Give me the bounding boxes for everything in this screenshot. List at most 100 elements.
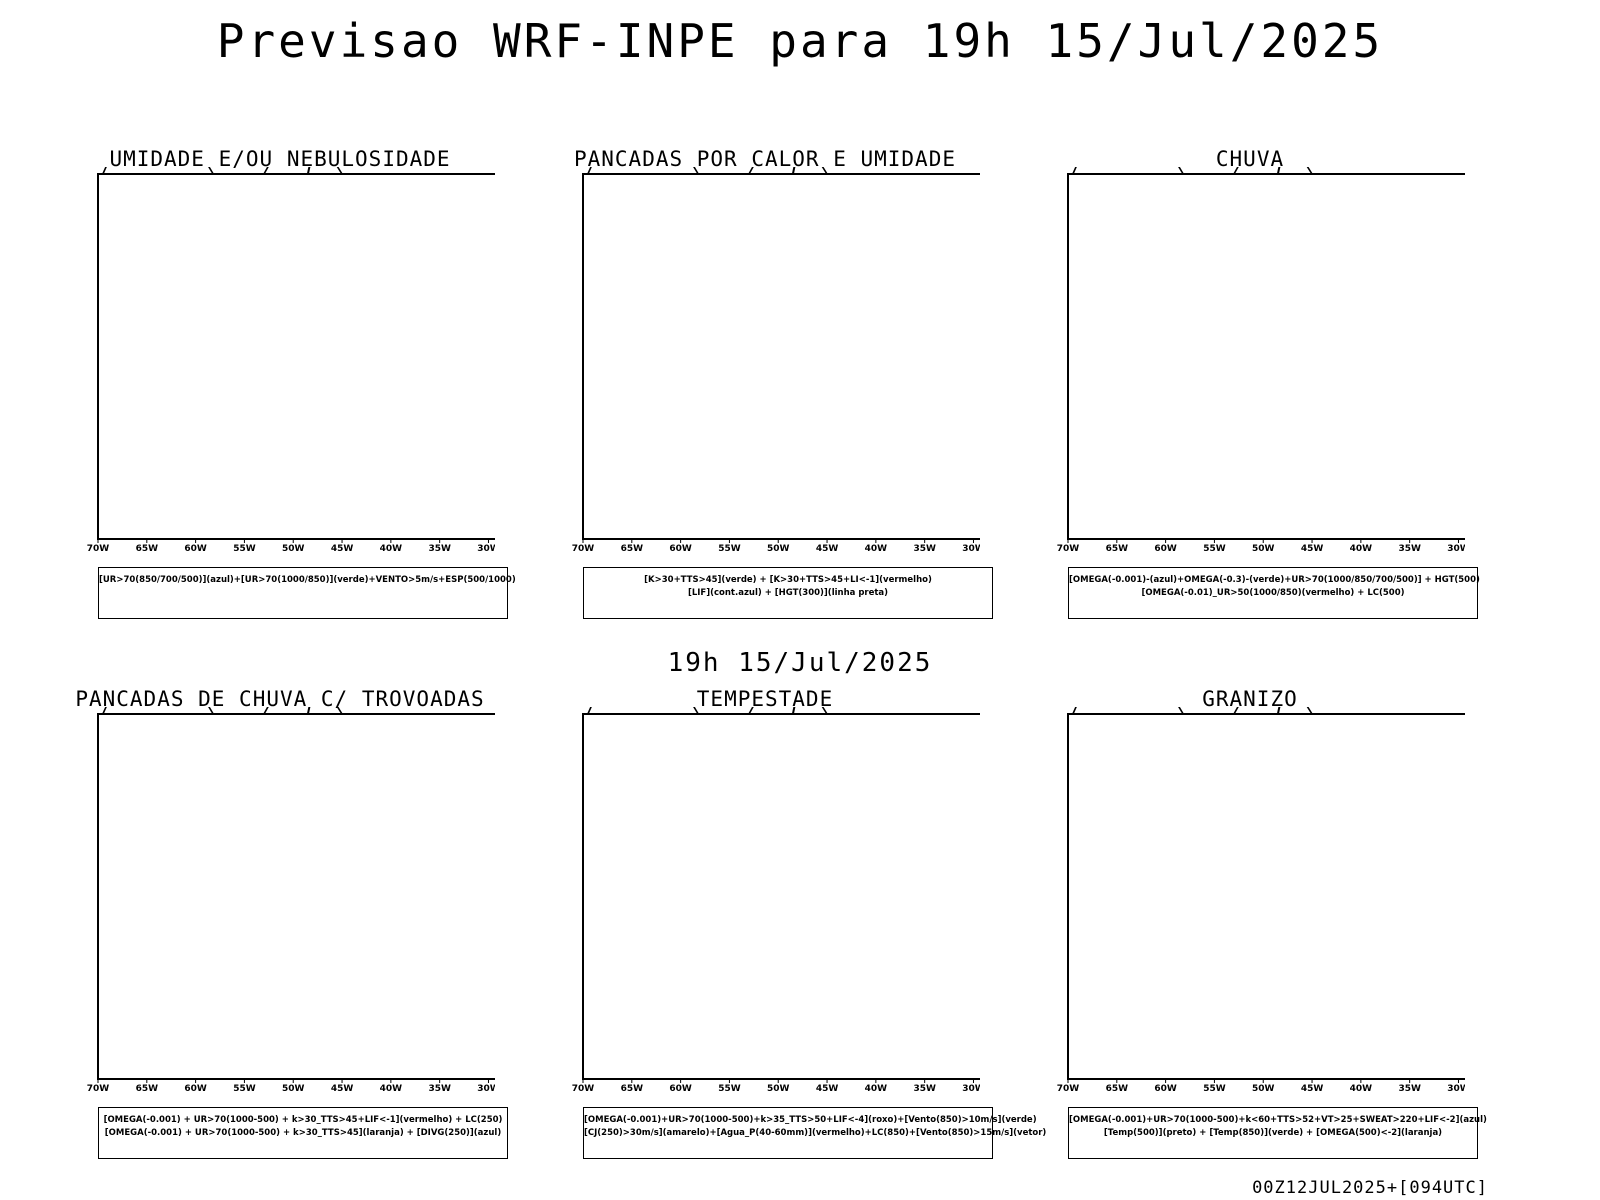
lon-tick-label: 50W xyxy=(282,544,305,554)
main-title: Previsao WRF-INPE para 19h 15/Jul/2025 xyxy=(216,14,1384,68)
state-border xyxy=(1233,167,1313,175)
legend-tempestade: [OMEGA(-0.001)+UR>70(1000-500)+k>35_TTS>… xyxy=(583,1107,1047,1159)
map-umidade: 1016101210161020101610081020102410241028… xyxy=(74,167,495,554)
lon-tick-label: 30W xyxy=(962,544,980,554)
map-base xyxy=(98,167,495,539)
map-base xyxy=(583,707,980,1079)
coastline xyxy=(306,167,311,175)
footer-run-info: 00Z12JUL2025+[094UTC] xyxy=(1252,1178,1488,1198)
state-border xyxy=(587,167,592,175)
legend-line: [OMEGA(-0.001)+UR>70(1000-500)+k>35_TTS>… xyxy=(584,1115,1037,1125)
pressure-isobar xyxy=(254,174,255,175)
lat-tick-label: 12S xyxy=(559,167,578,168)
lat-tick-label: 12S xyxy=(1044,167,1063,168)
legend-line: [UR>70(850/700/500)](azul)+[UR>70(1000/8… xyxy=(99,575,516,585)
map-pancadas-calor: 9600960096009520952094409440936093609280… xyxy=(559,167,980,554)
lon-tick-label: 55W xyxy=(718,544,741,554)
state-border xyxy=(587,707,592,715)
map-background xyxy=(1068,174,1465,539)
lat-tick-label: 12S xyxy=(74,167,93,168)
lon-tick-label: 30W xyxy=(1447,1084,1465,1094)
lon-tick-label: 55W xyxy=(233,544,256,554)
state-border xyxy=(102,707,107,715)
map-background xyxy=(583,174,980,539)
lon-tick-label: 35W xyxy=(913,1084,936,1094)
lon-tick-label: 45W xyxy=(331,544,354,554)
lon-tick-label: 55W xyxy=(718,1084,741,1094)
lon-tick-label: 55W xyxy=(1203,544,1226,554)
state-border xyxy=(1233,707,1313,715)
lat-tick-label: 12S xyxy=(559,707,578,708)
state-border xyxy=(1072,707,1077,715)
pressure-isobar xyxy=(176,174,177,175)
panel-pancadas-calor: PANCADAS POR CALOR E UMIDADE 96009600960… xyxy=(550,147,993,637)
coastline xyxy=(1276,707,1281,715)
lon-tick-label: 65W xyxy=(1106,1084,1129,1094)
lon-tick-label: 35W xyxy=(428,1084,451,1094)
lon-tick-label: 40W xyxy=(1350,1084,1373,1094)
lon-tick-label: 45W xyxy=(331,1084,354,1094)
lon-tick-label: 70W xyxy=(87,544,110,554)
map-frame xyxy=(1067,713,1465,1080)
lon-tick-label: 30W xyxy=(477,544,495,554)
lon-tick-label: 45W xyxy=(1301,1084,1324,1094)
lon-tick-label: 50W xyxy=(767,544,790,554)
panel-title: TEMPESTADE xyxy=(696,687,834,711)
legend-line: [OMEGA(-0.001)-(azul)+OMEGA(-0.3)-(verde… xyxy=(1069,575,1480,585)
state-border xyxy=(693,167,699,175)
state-border xyxy=(102,167,107,175)
panel-granizo: GRANIZO -12-12-15-15-18-18-15-1212S15S18… xyxy=(1035,687,1487,1177)
lon-tick-label: 65W xyxy=(136,1084,159,1094)
panel-title: PANCADAS POR CALOR E UMIDADE xyxy=(573,147,956,171)
legend-line: [OMEGA(-0.01)_UR>50(1000/850)(vermelho) … xyxy=(1141,588,1405,598)
lat-tick-label: 12S xyxy=(1044,707,1063,708)
lon-tick-label: 50W xyxy=(1252,1084,1275,1094)
lon-tick-label: 65W xyxy=(621,544,644,554)
legend-line: [OMEGA(-0.001) + UR>70(1000-500) + k>30_… xyxy=(104,1128,502,1138)
legend-line: [CJ(250)>30m/s](amarelo)+[Agua_P(40-60mm… xyxy=(584,1128,1047,1138)
map-chuva: 5855885825795765735705675645615585765735… xyxy=(1044,167,1465,554)
map-background xyxy=(583,714,980,1079)
coastline xyxy=(791,167,796,175)
state-border xyxy=(263,707,343,715)
state-border xyxy=(693,707,699,715)
legend-pancadas-calor: [K>30+TTS>45](verde) + [K>30+TTS>45+LI<-… xyxy=(583,567,993,619)
state-border xyxy=(208,707,214,715)
panel-tempestade: TEMPESTADE 12S15S18S21S24S27S30S33S36S39… xyxy=(550,687,1046,1177)
streamline xyxy=(98,707,495,709)
state-border xyxy=(1178,707,1184,715)
map-background xyxy=(98,174,495,539)
legend-chuva: [OMEGA(-0.001)-(azul)+OMEGA(-0.3)-(verde… xyxy=(1068,567,1480,619)
map-background xyxy=(98,714,495,1079)
map-background xyxy=(1068,714,1465,1079)
state-border xyxy=(1072,167,1077,175)
lon-tick-label: 65W xyxy=(621,1084,644,1094)
panel-title: UMIDADE E/OU NEBULOSIDADE xyxy=(109,147,451,171)
legend-trovoadas: [OMEGA(-0.001) + UR>70(1000-500) + k>30_… xyxy=(98,1107,508,1159)
map-base xyxy=(583,167,980,539)
legend-line: [OMEGA(-0.001) + UR>70(1000-500) + k>30_… xyxy=(103,1115,503,1125)
map-base xyxy=(1068,707,1465,1079)
lon-tick-label: 35W xyxy=(428,544,451,554)
map-frame xyxy=(582,173,980,540)
state-border xyxy=(748,167,828,175)
panel-title: CHUVA xyxy=(1215,147,1285,171)
lon-tick-label: 30W xyxy=(1447,544,1465,554)
pressure-isobar xyxy=(137,174,138,175)
lon-tick-label: 55W xyxy=(1203,1084,1226,1094)
lon-tick-label: 50W xyxy=(282,1084,305,1094)
map-frame xyxy=(97,713,495,1080)
lon-tick-label: 60W xyxy=(184,544,207,554)
lon-tick-label: 40W xyxy=(1350,544,1373,554)
legend-line: [K>30+TTS>45](verde) + [K>30+TTS>45+LI<-… xyxy=(644,575,932,585)
lon-tick-label: 70W xyxy=(87,1084,110,1094)
lon-tick-label: 30W xyxy=(477,1084,495,1094)
state-border xyxy=(1178,167,1184,175)
lon-tick-label: 45W xyxy=(1301,544,1324,554)
coastline xyxy=(306,707,311,715)
legend-line: [Temp(500)](preto) + [Temp(850)](verde) … xyxy=(1103,1128,1443,1138)
lon-tick-label: 35W xyxy=(1398,544,1421,554)
coastline xyxy=(791,707,796,715)
lon-tick-label: 70W xyxy=(1057,1084,1080,1094)
map-base xyxy=(98,707,495,1079)
